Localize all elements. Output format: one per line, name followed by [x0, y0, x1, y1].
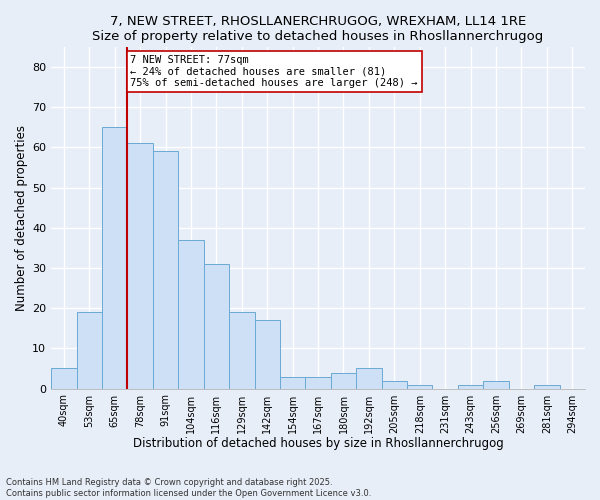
X-axis label: Distribution of detached houses by size in Rhosllannerchrugog: Distribution of detached houses by size …: [133, 437, 503, 450]
Bar: [153, 152, 178, 388]
Bar: [484, 380, 509, 388]
Bar: [51, 368, 77, 388]
Text: Contains HM Land Registry data © Crown copyright and database right 2025.
Contai: Contains HM Land Registry data © Crown c…: [6, 478, 371, 498]
Bar: [305, 376, 331, 388]
Bar: [127, 144, 153, 388]
Bar: [203, 264, 229, 388]
Y-axis label: Number of detached properties: Number of detached properties: [15, 125, 28, 311]
Bar: [331, 372, 356, 388]
Bar: [102, 128, 127, 388]
Bar: [407, 384, 433, 388]
Bar: [356, 368, 382, 388]
Bar: [178, 240, 203, 388]
Bar: [77, 312, 102, 388]
Text: 7 NEW STREET: 77sqm
← 24% of detached houses are smaller (81)
75% of semi-detach: 7 NEW STREET: 77sqm ← 24% of detached ho…: [130, 55, 418, 88]
Bar: [229, 312, 254, 388]
Bar: [458, 384, 484, 388]
Bar: [534, 384, 560, 388]
Title: 7, NEW STREET, RHOSLLANERCHRUGOG, WREXHAM, LL14 1RE
Size of property relative to: 7, NEW STREET, RHOSLLANERCHRUGOG, WREXHA…: [92, 15, 544, 43]
Bar: [254, 320, 280, 388]
Bar: [280, 376, 305, 388]
Bar: [382, 380, 407, 388]
